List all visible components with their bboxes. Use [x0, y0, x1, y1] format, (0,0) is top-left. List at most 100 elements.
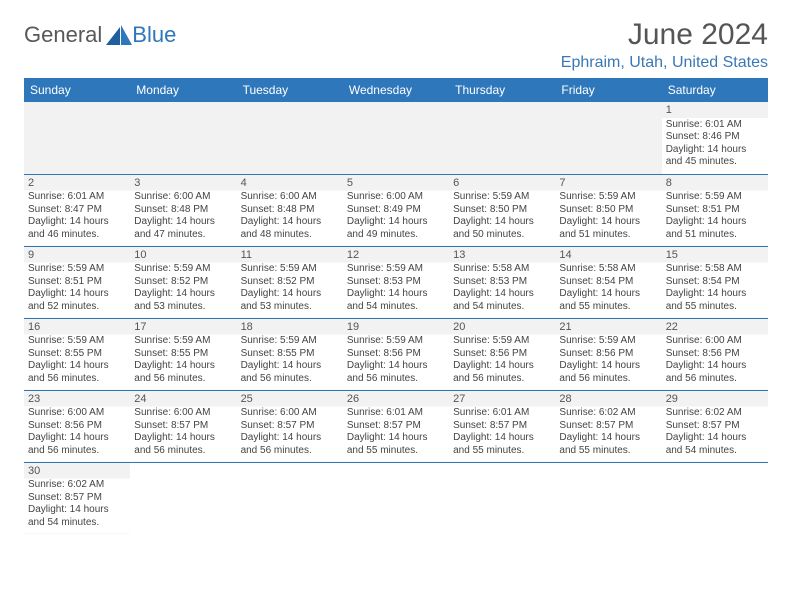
- day-number: 11: [241, 249, 339, 263]
- daylight-text-2: and 55 minutes.: [559, 445, 657, 458]
- day-number: 25: [241, 393, 339, 407]
- sunset-text: Sunset: 8:56 PM: [28, 420, 126, 433]
- location-subtitle: Ephraim, Utah, United States: [561, 54, 768, 72]
- weekday-header-row: SundayMondayTuesdayWednesdayThursdayFrid…: [24, 78, 768, 102]
- sunrise-text: Sunrise: 5:59 AM: [28, 263, 126, 276]
- day-number: 19: [347, 321, 445, 335]
- calendar-empty-cell: [343, 102, 449, 174]
- daylight-text: Daylight: 14 hours: [347, 432, 445, 445]
- calendar-day-cell: 23Sunrise: 6:00 AMSunset: 8:56 PMDayligh…: [24, 390, 130, 462]
- sunset-text: Sunset: 8:55 PM: [134, 348, 232, 361]
- calendar-week-row: 16Sunrise: 5:59 AMSunset: 8:55 PMDayligh…: [24, 318, 768, 390]
- sunset-text: Sunset: 8:53 PM: [347, 276, 445, 289]
- day-number: 14: [559, 249, 657, 263]
- sunrise-text: Sunrise: 5:59 AM: [134, 335, 232, 348]
- day-number: 4: [241, 177, 339, 191]
- day-number: 10: [134, 249, 232, 263]
- daylight-text-2: and 56 minutes.: [241, 373, 339, 386]
- sunrise-text: Sunrise: 6:02 AM: [559, 407, 657, 420]
- daylight-text: Daylight: 14 hours: [28, 432, 126, 445]
- calendar-day-cell: 5Sunrise: 6:00 AMSunset: 8:49 PMDaylight…: [343, 174, 449, 246]
- sunset-text: Sunset: 8:57 PM: [28, 492, 126, 505]
- calendar-day-cell: 13Sunrise: 5:58 AMSunset: 8:53 PMDayligh…: [449, 246, 555, 318]
- daylight-text: Daylight: 14 hours: [559, 288, 657, 301]
- daylight-text-2: and 46 minutes.: [28, 229, 126, 242]
- day-number: 13: [453, 249, 551, 263]
- calendar-day-cell: 24Sunrise: 6:00 AMSunset: 8:57 PMDayligh…: [130, 390, 236, 462]
- daylight-text-2: and 48 minutes.: [241, 229, 339, 242]
- daylight-text-2: and 52 minutes.: [28, 301, 126, 314]
- daylight-text: Daylight: 14 hours: [347, 288, 445, 301]
- daylight-text-2: and 49 minutes.: [347, 229, 445, 242]
- day-number: 17: [134, 321, 232, 335]
- day-number: 20: [453, 321, 551, 335]
- daylight-text-2: and 56 minutes.: [28, 445, 126, 458]
- weekday-header: Saturday: [662, 78, 768, 102]
- calendar-day-cell: 29Sunrise: 6:02 AMSunset: 8:57 PMDayligh…: [662, 390, 768, 462]
- day-number: 28: [559, 393, 657, 407]
- daylight-text: Daylight: 14 hours: [666, 288, 764, 301]
- calendar-empty-cell: [555, 462, 661, 534]
- calendar-body: 1Sunrise: 6:01 AMSunset: 8:46 PMDaylight…: [24, 102, 768, 534]
- brand-logo: General Blue: [24, 18, 176, 48]
- calendar-empty-cell: [24, 102, 130, 174]
- daylight-text-2: and 55 minutes.: [347, 445, 445, 458]
- month-title: June 2024: [561, 18, 768, 52]
- daylight-text-2: and 53 minutes.: [241, 301, 339, 314]
- calendar-day-cell: 10Sunrise: 5:59 AMSunset: 8:52 PMDayligh…: [130, 246, 236, 318]
- sunset-text: Sunset: 8:52 PM: [134, 276, 232, 289]
- sunrise-text: Sunrise: 5:58 AM: [559, 263, 657, 276]
- sunrise-text: Sunrise: 6:01 AM: [28, 191, 126, 204]
- calendar-empty-cell: [449, 102, 555, 174]
- daylight-text-2: and 56 minutes.: [134, 373, 232, 386]
- calendar-empty-cell: [237, 462, 343, 534]
- sunset-text: Sunset: 8:57 PM: [559, 420, 657, 433]
- sunrise-text: Sunrise: 6:00 AM: [134, 191, 232, 204]
- day-number: 8: [666, 177, 764, 191]
- calendar-day-cell: 14Sunrise: 5:58 AMSunset: 8:54 PMDayligh…: [555, 246, 661, 318]
- sunrise-text: Sunrise: 6:00 AM: [241, 407, 339, 420]
- calendar-week-row: 23Sunrise: 6:00 AMSunset: 8:56 PMDayligh…: [24, 390, 768, 462]
- sunset-text: Sunset: 8:55 PM: [28, 348, 126, 361]
- daylight-text-2: and 53 minutes.: [134, 301, 232, 314]
- daylight-text: Daylight: 14 hours: [347, 360, 445, 373]
- day-number: 16: [28, 321, 126, 335]
- daylight-text-2: and 56 minutes.: [347, 373, 445, 386]
- day-number: 9: [28, 249, 126, 263]
- sunset-text: Sunset: 8:49 PM: [347, 204, 445, 217]
- daylight-text-2: and 54 minutes.: [453, 301, 551, 314]
- sunrise-text: Sunrise: 5:59 AM: [134, 263, 232, 276]
- daylight-text: Daylight: 14 hours: [453, 360, 551, 373]
- calendar-day-cell: 4Sunrise: 6:00 AMSunset: 8:48 PMDaylight…: [237, 174, 343, 246]
- calendar-week-row: 2Sunrise: 6:01 AMSunset: 8:47 PM Daylight…: [24, 174, 768, 246]
- calendar-empty-cell: [449, 462, 555, 534]
- sunrise-text: Sunrise: 6:02 AM: [666, 407, 764, 420]
- daylight-text-2: and 50 minutes.: [453, 229, 551, 242]
- daylight-text: Daylight: 14 hours: [28, 360, 126, 373]
- calendar-week-row: 1Sunrise: 6:01 AMSunset: 8:46 PMDaylight…: [24, 102, 768, 174]
- sunrise-text: Sunrise: 6:00 AM: [241, 191, 339, 204]
- daylight-text-2: and 51 minutes.: [559, 229, 657, 242]
- daylight-text-2: and 56 minutes.: [134, 445, 232, 458]
- calendar-day-cell: 2Sunrise: 6:01 AMSunset: 8:47 PMDaylight…: [24, 174, 130, 246]
- sunset-text: Sunset: 8:53 PM: [453, 276, 551, 289]
- sunrise-text: Sunrise: 5:59 AM: [453, 335, 551, 348]
- calendar-table: SundayMondayTuesdayWednesdayThursdayFrid…: [24, 78, 768, 534]
- day-number: 6: [453, 177, 551, 191]
- calendar-day-cell: 18Sunrise: 5:59 AMSunset: 8:55 PMDayligh…: [237, 318, 343, 390]
- sunrise-text: Sunrise: 6:02 AM: [28, 479, 126, 492]
- daylight-text-2: and 54 minutes.: [28, 517, 126, 530]
- daylight-text-2: and 47 minutes.: [134, 229, 232, 242]
- daylight-text-2: and 56 minutes.: [453, 373, 551, 386]
- calendar-day-cell: 8Sunrise: 5:59 AMSunset: 8:51 PMDaylight…: [662, 174, 768, 246]
- daylight-text: Daylight: 14 hours: [453, 288, 551, 301]
- calendar-day-cell: 9Sunrise: 5:59 AMSunset: 8:51 PMDaylight…: [24, 246, 130, 318]
- calendar-empty-cell: [237, 102, 343, 174]
- sunset-text: Sunset: 8:50 PM: [453, 204, 551, 217]
- sunset-text: Sunset: 8:47 PM: [28, 204, 126, 217]
- day-number: 2: [28, 177, 126, 191]
- logo-text-1: General: [24, 22, 102, 48]
- sunrise-text: Sunrise: 6:00 AM: [347, 191, 445, 204]
- daylight-text: Daylight: 14 hours: [134, 216, 232, 229]
- day-number: 26: [347, 393, 445, 407]
